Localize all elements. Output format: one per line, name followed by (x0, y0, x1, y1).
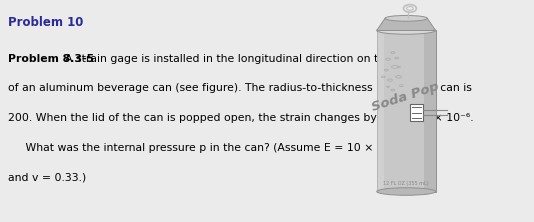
Bar (410, 104, 423, 121)
Ellipse shape (385, 16, 427, 21)
Ellipse shape (377, 27, 436, 34)
Text: of an aluminum beverage can (see figure). The radius-to-thickness ratio of the c: of an aluminum beverage can (see figure)… (9, 83, 472, 93)
Bar (377, 30, 436, 192)
Bar (424, 30, 436, 192)
Text: 12 FL OZ (355 mL): 12 FL OZ (355 mL) (383, 181, 429, 186)
Bar (377, 30, 384, 192)
Text: Soda Pop: Soda Pop (370, 80, 441, 114)
Text: 200. When the lid of the can is popped open, the strain changes by ε0 = 170 × 10: 200. When the lid of the can is popped o… (9, 113, 474, 123)
Ellipse shape (377, 188, 436, 195)
Text: Problem 8.3-5: Problem 8.3-5 (9, 54, 95, 64)
Text: and v = 0.33.): and v = 0.33.) (9, 173, 87, 183)
Ellipse shape (407, 6, 413, 10)
Text: What was the internal pressure p in the can? (Assume E = 10 × 10⁶ psi: What was the internal pressure p in the … (9, 143, 414, 153)
Polygon shape (377, 18, 436, 30)
Text: A strain gage is installed in the longitudinal direction on the surface: A strain gage is installed in the longit… (58, 54, 436, 64)
Text: Problem 10: Problem 10 (9, 16, 84, 29)
